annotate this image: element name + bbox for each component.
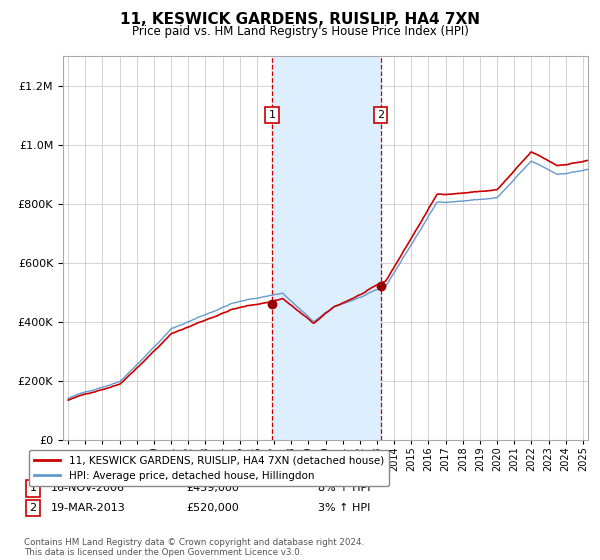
Text: Price paid vs. HM Land Registry's House Price Index (HPI): Price paid vs. HM Land Registry's House …: [131, 25, 469, 38]
Text: 2: 2: [377, 110, 384, 120]
Text: 19-MAR-2013: 19-MAR-2013: [51, 503, 126, 513]
Text: 8% ↑ HPI: 8% ↑ HPI: [318, 483, 371, 493]
Text: Contains HM Land Registry data © Crown copyright and database right 2024.
This d: Contains HM Land Registry data © Crown c…: [24, 538, 364, 557]
Text: 16-NOV-2006: 16-NOV-2006: [51, 483, 125, 493]
Text: £459,000: £459,000: [186, 483, 239, 493]
Bar: [272, 56, 380, 440]
Text: 1: 1: [268, 110, 275, 120]
Legend: 11, KESWICK GARDENS, RUISLIP, HA4 7XN (detached house), HPI: Average price, deta: 11, KESWICK GARDENS, RUISLIP, HA4 7XN (d…: [29, 450, 389, 486]
Text: 11, KESWICK GARDENS, RUISLIP, HA4 7XN: 11, KESWICK GARDENS, RUISLIP, HA4 7XN: [120, 12, 480, 27]
Text: 1: 1: [29, 483, 37, 493]
Text: £520,000: £520,000: [186, 503, 239, 513]
Text: 2: 2: [29, 503, 37, 513]
Text: 3% ↑ HPI: 3% ↑ HPI: [318, 503, 370, 513]
